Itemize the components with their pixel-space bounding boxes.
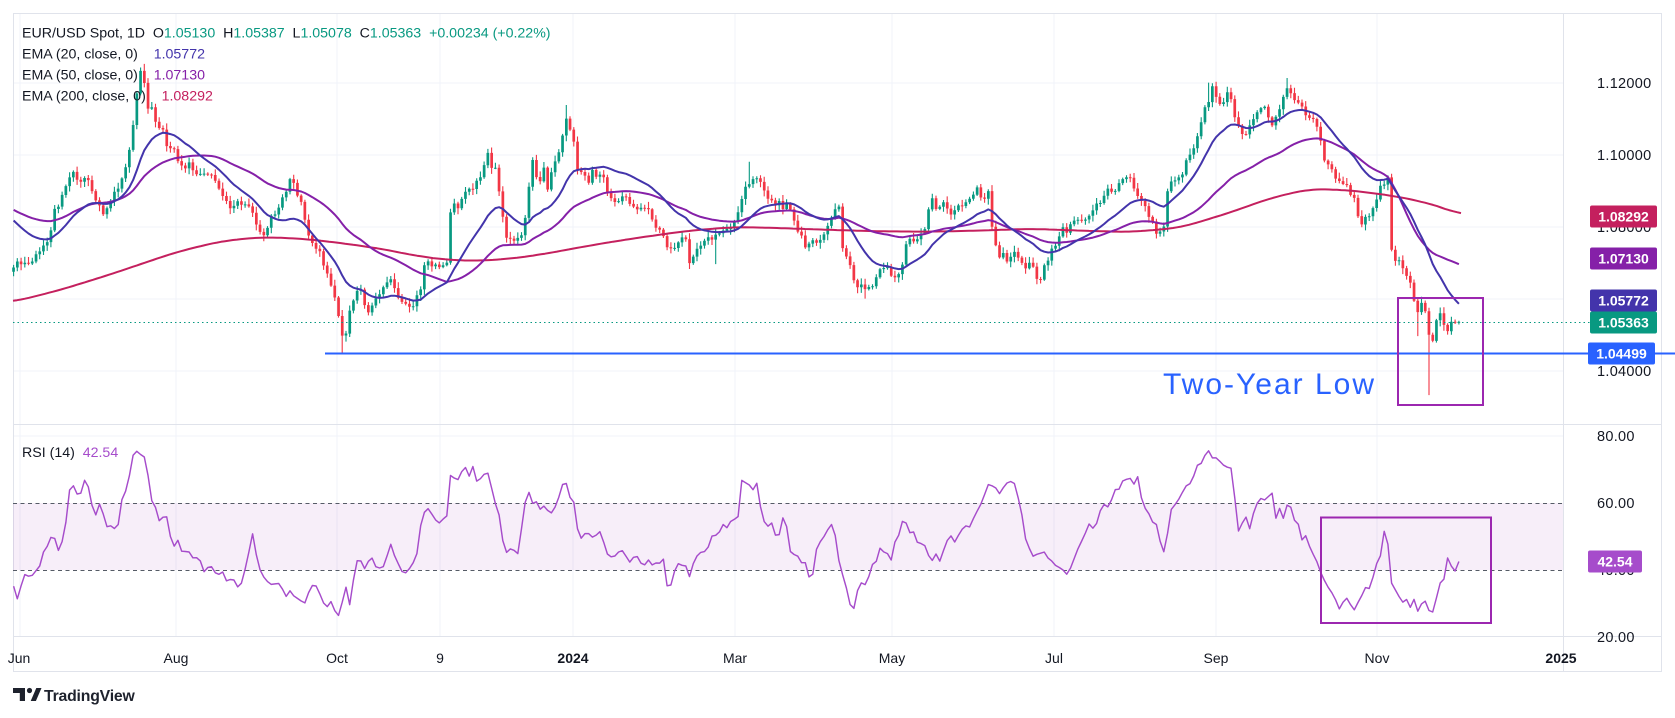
svg-text:Sep: Sep <box>1204 650 1229 666</box>
svg-text:EMA (20, close, 0) 1.05772: EMA (20, close, 0) 1.05772 <box>22 47 205 63</box>
svg-text:1.12000: 1.12000 <box>1597 76 1652 92</box>
svg-text:1.08292: 1.08292 <box>1598 209 1649 225</box>
svg-text:Oct: Oct <box>326 650 348 666</box>
svg-text:Two-Year Low: Two-Year Low <box>1163 368 1376 401</box>
svg-text:60.00: 60.00 <box>1597 496 1635 512</box>
svg-text:42.54: 42.54 <box>1597 554 1632 570</box>
svg-text:Mar: Mar <box>723 650 747 666</box>
svg-text:1.05363: 1.05363 <box>1598 315 1649 331</box>
svg-text:20.00: 20.00 <box>1597 630 1635 646</box>
svg-text:EMA (200, close, 0) 1.08292: EMA (200, close, 0) 1.08292 <box>22 89 213 105</box>
svg-text:TradingView: TradingView <box>44 688 135 705</box>
svg-text:80.00: 80.00 <box>1597 429 1635 445</box>
svg-text:2025: 2025 <box>1545 650 1576 666</box>
svg-text:Nov: Nov <box>1365 650 1390 666</box>
svg-text:EUR/USD Spot, 1D O1.05130 H1: EUR/USD Spot, 1D O1.05130 H1.05387 L1.05… <box>22 26 551 42</box>
svg-text:1.07130: 1.07130 <box>1598 251 1649 267</box>
svg-text:Jul: Jul <box>1045 650 1063 666</box>
svg-text:9: 9 <box>436 650 444 666</box>
svg-text:RSI (14) 42.54: RSI (14) 42.54 <box>22 445 118 461</box>
svg-text:Jun: Jun <box>8 650 31 666</box>
svg-text:2024: 2024 <box>557 650 588 666</box>
svg-text:Aug: Aug <box>164 650 189 666</box>
svg-text:May: May <box>879 650 905 666</box>
svg-text:1.05772: 1.05772 <box>1598 293 1649 309</box>
svg-text:1.04499: 1.04499 <box>1596 346 1647 362</box>
svg-text:EMA (50, close, 0) 1.07130: EMA (50, close, 0) 1.07130 <box>22 68 205 84</box>
svg-text:1.04000: 1.04000 <box>1597 364 1652 380</box>
svg-text:1.10000: 1.10000 <box>1597 148 1652 164</box>
